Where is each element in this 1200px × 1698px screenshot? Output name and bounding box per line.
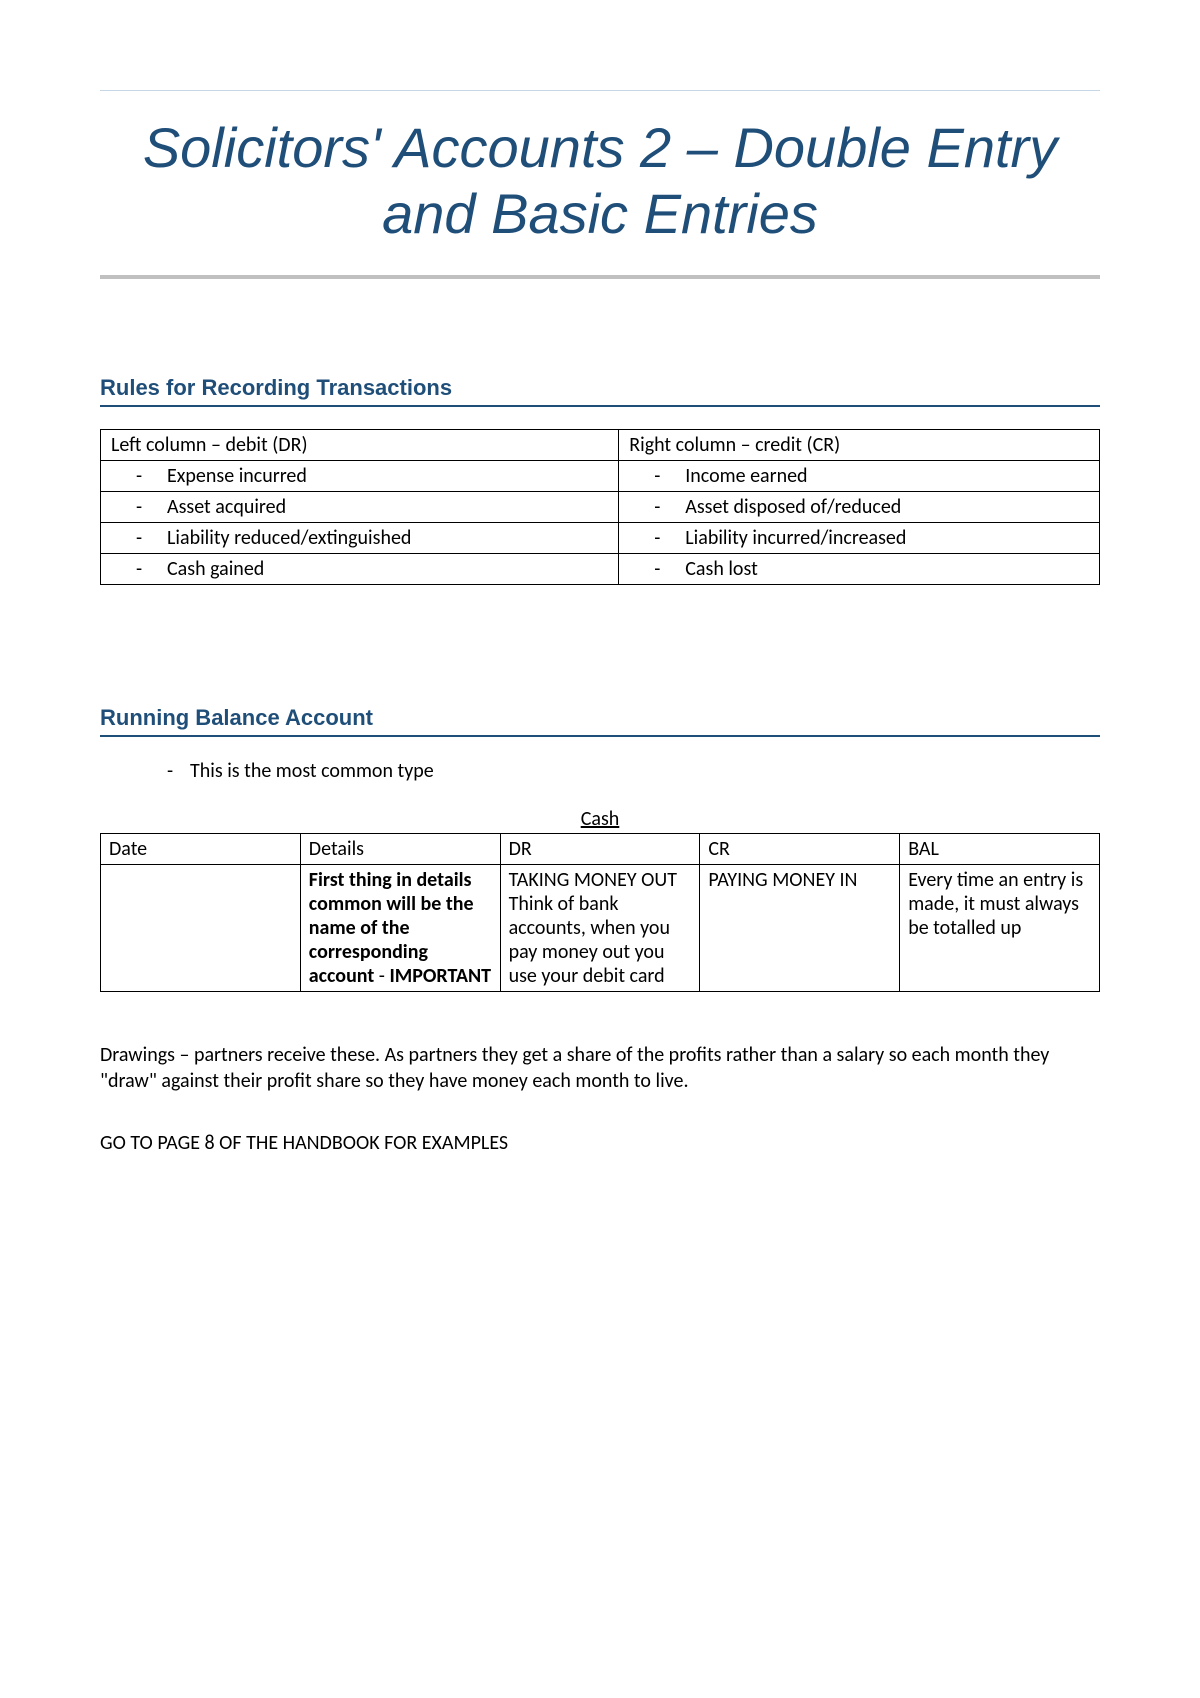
ledger-col-cr: CR [700, 834, 900, 865]
section-rules: Rules for Recording Transactions Left co… [100, 375, 1100, 585]
dash-icon: - [629, 464, 685, 488]
page: Solicitors' Accounts 2 – Double Entry an… [0, 0, 1200, 1698]
dash-icon: - [629, 495, 685, 519]
ledger-cr-cell: PAYING MONEY IN [700, 865, 900, 992]
section-running-balance: Running Balance Account -This is the mos… [100, 705, 1100, 1156]
dash-icon: - [629, 557, 685, 581]
table-row: Date Details DR CR BAL [101, 834, 1100, 865]
handbook-reference: GO TO PAGE 8 OF THE HANDBOOK FOR EXAMPLE… [100, 1130, 1100, 1156]
ledger-date-cell [101, 865, 301, 992]
ledger-table: Date Details DR CR BAL First thing in de… [100, 833, 1100, 992]
rules-table: Left column – debit (DR) Right column – … [100, 429, 1100, 585]
rules-left-cell: -Asset acquired [101, 492, 619, 523]
section-heading-running-balance: Running Balance Account [100, 705, 1100, 737]
drawings-paragraph: Drawings – partners receive these. As pa… [100, 1042, 1100, 1094]
rules-left-text: Expense incurred [167, 464, 307, 488]
dash-icon: - [629, 526, 685, 550]
section-heading-rules: Rules for Recording Transactions [100, 375, 1100, 407]
dash-icon: - [111, 464, 167, 488]
table-row: -Cash gained -Cash lost [101, 554, 1100, 585]
rules-left-text: Asset acquired [167, 495, 286, 519]
rules-right-cell: -Liability incurred/increased [619, 523, 1100, 554]
rules-left-header: Left column – debit (DR) [101, 430, 619, 461]
page-title: Solicitors' Accounts 2 – Double Entry an… [100, 109, 1100, 257]
title-rule-top [100, 90, 1100, 91]
dash-icon: - [111, 526, 167, 550]
rules-right-cell: -Income earned [619, 461, 1100, 492]
ledger-bal-cell: Every time an entry is made, it must alw… [900, 865, 1100, 992]
table-row: First thing in details common will be th… [101, 865, 1100, 992]
dash-icon: - [150, 759, 190, 783]
rules-right-header: Right column – credit (CR) [619, 430, 1100, 461]
ledger-details-cell: First thing in details common will be th… [300, 865, 500, 992]
ledger-dr-cell: TAKING MONEY OUT Think of bank accounts,… [500, 865, 700, 992]
rules-right-cell: -Cash lost [619, 554, 1100, 585]
ledger-col-details: Details [300, 834, 500, 865]
note-text: This is the most common type [190, 759, 434, 783]
title-rule-bottom [100, 275, 1100, 279]
table-row: -Liability reduced/extinguished -Liabili… [101, 523, 1100, 554]
ledger-dr-line1: TAKING MONEY OUT [509, 868, 692, 892]
rules-left-cell: -Expense incurred [101, 461, 619, 492]
ledger-details-sep: - [374, 964, 389, 988]
table-row: -Asset acquired -Asset disposed of/reduc… [101, 492, 1100, 523]
rules-left-cell: -Liability reduced/extinguished [101, 523, 619, 554]
ledger-dr-line2: Think of bank accounts, when you pay mon… [509, 892, 692, 988]
dash-icon: - [111, 495, 167, 519]
ledger-col-bal: BAL [900, 834, 1100, 865]
table-row: Left column – debit (DR) Right column – … [101, 430, 1100, 461]
rules-right-text: Income earned [685, 464, 807, 488]
dash-icon: - [111, 557, 167, 581]
ledger-col-dr: DR [500, 834, 700, 865]
rules-right-cell: -Asset disposed of/reduced [619, 492, 1100, 523]
ledger-caption: Cash [100, 807, 1100, 831]
rules-right-text: Asset disposed of/reduced [685, 495, 901, 519]
rules-left-text: Liability reduced/extinguished [167, 526, 411, 550]
ledger-details-tail: IMPORTANT [389, 964, 491, 988]
table-row: -Expense incurred -Income earned [101, 461, 1100, 492]
rules-right-text: Cash lost [685, 557, 758, 581]
note-list: -This is the most common type [150, 759, 1100, 783]
rules-right-text: Liability incurred/increased [685, 526, 906, 550]
rules-left-cell: -Cash gained [101, 554, 619, 585]
rules-left-text: Cash gained [167, 557, 264, 581]
ledger-col-date: Date [101, 834, 301, 865]
